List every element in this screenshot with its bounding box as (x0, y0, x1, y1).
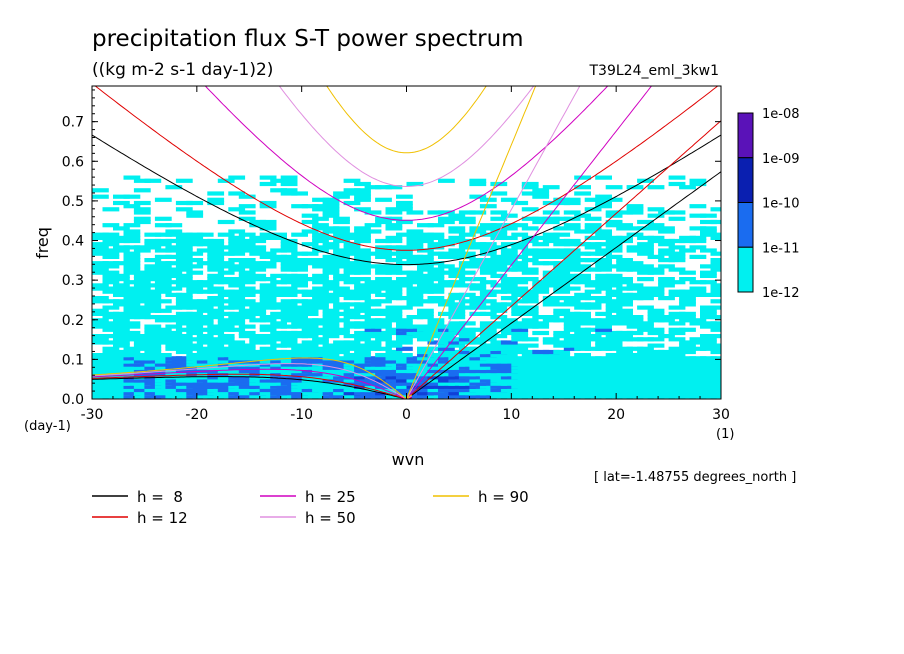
y-tick-label: 0.4 (62, 234, 84, 250)
x-tick-label: -10 (290, 407, 313, 423)
curve-inertia-gravity-h50 (278, 86, 535, 188)
y-tick-label: 0.3 (62, 273, 84, 289)
curve-kelvin-h25 (406, 86, 653, 399)
curve-inertia-gravity-h8 (92, 134, 721, 266)
colorbar-swatch (737, 112, 754, 159)
x-axis-label: wvn (392, 450, 425, 469)
colorbar-label: 1e-08 (762, 107, 800, 122)
y-tick-label: 0.2 (62, 313, 84, 329)
x-tick-label: 30 (712, 407, 730, 423)
colorbar-swatch (737, 202, 754, 248)
y-tick-label: 0.7 (62, 115, 84, 131)
y-tick-label: 0.5 (62, 194, 84, 210)
legend-label-h25: h = 25 (305, 488, 356, 506)
legend: h = 8 h = 12 h = 25 h = 50 h = 90 (92, 488, 529, 527)
curve-kelvin-h50 (406, 86, 581, 399)
colorbar-swatch (737, 157, 754, 203)
curve-rossby-h90 (92, 357, 413, 399)
curve-kelvin-h8 (406, 171, 721, 399)
y-tick-label: 0.1 (62, 352, 84, 368)
curve-rossby-h25 (92, 368, 412, 399)
x-tick-label: -30 (81, 407, 104, 423)
curve-rossby-h12 (92, 373, 412, 399)
chart-subtitle: ((kg m-2 s-1 day-1)2) (92, 60, 273, 80)
x-tick-label: 10 (502, 407, 520, 423)
dispersion-curves (92, 86, 721, 399)
colorbar-label: 1e-11 (762, 241, 800, 256)
chart-title: precipitation flux S-T power spectrum (92, 26, 524, 52)
legend-label-h8: h = 8 (137, 488, 183, 506)
y-tick-label: 0.6 (62, 154, 84, 170)
curve-inertia-gravity-h25 (204, 86, 609, 221)
legend-label-h12: h = 12 (137, 509, 188, 527)
colorbar-label: 1e-09 (762, 152, 800, 167)
curve-rossby-h8 (92, 376, 412, 399)
legend-label-h50: h = 50 (305, 509, 356, 527)
curve-inertia-gravity-h90 (326, 86, 487, 154)
curve-rossby-h50 (92, 363, 412, 399)
x-tick-label: -20 (185, 407, 208, 423)
colorbar: 1e-08 1e-09 1e-10 1e-11 1e-12 (737, 107, 800, 301)
latitude-annotation: [ lat=-1.48755 degrees_north ] (594, 470, 796, 485)
x-tick-label: 20 (607, 407, 625, 423)
spectrum-fill (92, 175, 721, 399)
x-unit-label: (1) (716, 427, 734, 442)
y-axis-label: freq (33, 227, 52, 259)
colorbar-label: 1e-12 (762, 286, 800, 301)
y-unit-label: (day-1) (24, 419, 71, 434)
y-tick-label: 0.0 (62, 392, 84, 408)
curve-kelvin-h90 (406, 86, 537, 399)
run-label: T39L24_eml_3kw1 (589, 63, 720, 79)
legend-label-h90: h = 90 (478, 488, 529, 506)
colorbar-label: 1e-10 (762, 197, 800, 212)
curve-kelvin-h12 (406, 120, 721, 399)
x-tick-label: 0 (402, 407, 411, 423)
curve-inertia-gravity-h12 (94, 86, 719, 251)
axes: -30 -20 -10 0 10 20 30 0.0 0.1 0.2 0.3 0.4 0.5 0.6 0.7 (62, 86, 730, 423)
colorbar-swatch (737, 246, 754, 293)
